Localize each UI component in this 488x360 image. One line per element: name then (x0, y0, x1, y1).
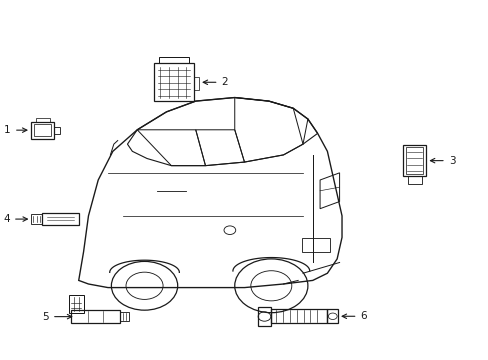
Bar (327, 309, 337, 323)
Bar (159, 57, 189, 63)
Text: 6: 6 (360, 311, 366, 321)
Text: 5: 5 (42, 312, 49, 321)
Bar (120, 312, 129, 321)
Bar (54, 127, 60, 134)
Bar (194, 77, 199, 90)
Bar (271, 309, 327, 323)
Text: 4: 4 (3, 214, 10, 224)
Bar (34, 124, 51, 136)
Bar (42, 213, 79, 225)
Bar (257, 307, 271, 326)
Bar (405, 147, 423, 174)
Text: 2: 2 (221, 77, 228, 87)
Bar (407, 176, 421, 184)
Bar (302, 238, 330, 252)
Bar (31, 122, 54, 139)
Text: 3: 3 (448, 156, 454, 166)
Bar (69, 296, 83, 313)
Bar (154, 63, 194, 101)
Bar (71, 310, 120, 323)
Text: 1: 1 (4, 125, 10, 135)
Bar (36, 118, 50, 122)
Bar (402, 145, 426, 176)
Bar (31, 215, 42, 224)
